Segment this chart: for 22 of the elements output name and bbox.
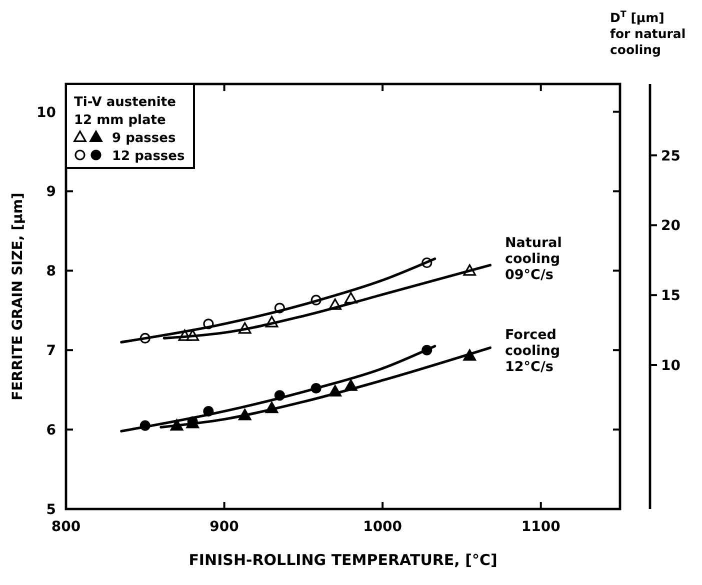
y2-tick-label: 10 <box>661 358 681 374</box>
y-tick-label: 10 <box>36 104 56 121</box>
y-tick-label: 7 <box>46 343 56 360</box>
legend-label: 12 passes <box>112 149 185 164</box>
annotation: Natural cooling 09°C/s <box>505 235 562 283</box>
x-tick-label: 1000 <box>363 519 402 535</box>
annotation: Forced cooling 12°C/s <box>505 327 560 375</box>
y-tick-label: 6 <box>46 422 56 439</box>
x-tick-label: 900 <box>210 519 240 535</box>
x-tick-label: 1100 <box>521 519 561 535</box>
y-tick-label: 9 <box>46 184 56 200</box>
legend-label: 9 passes <box>112 131 176 146</box>
x-axis-title: FINISH-ROLLING TEMPERATURE, [°C] <box>188 551 498 569</box>
y2-axis-title: D$^{T}$ [μm] for natural cooling <box>610 10 686 57</box>
y2-tick-label: 20 <box>661 218 681 234</box>
y-axis-title: FERRITE GRAIN SIZE, [μm] <box>10 192 26 400</box>
legend-title: Ti-V austenite 12 mm plate <box>74 95 176 128</box>
x-tick-label: 800 <box>51 519 81 535</box>
y-tick-label: 8 <box>46 264 56 280</box>
y-tick-label: 5 <box>46 502 56 518</box>
y2-tick-label: 15 <box>661 288 680 304</box>
y2-tick-label: 25 <box>661 148 680 164</box>
